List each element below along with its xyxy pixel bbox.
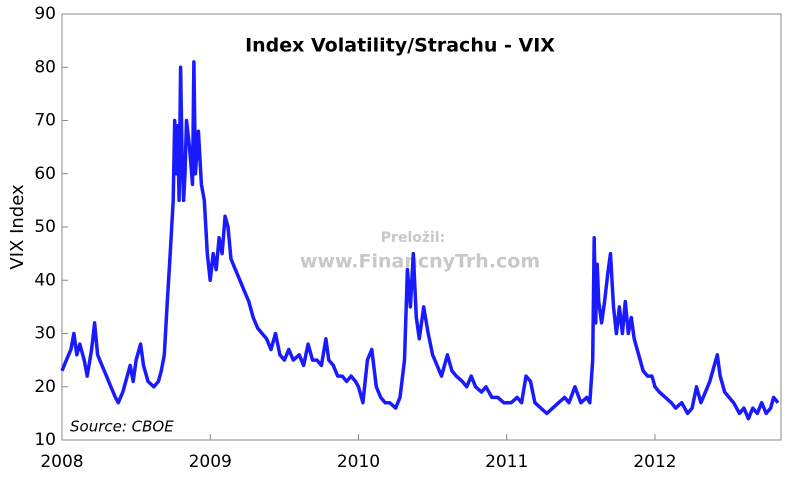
x-tick-label: 2008 <box>40 452 83 472</box>
y-tick-label: 60 <box>34 164 56 184</box>
y-tick-label: 90 <box>34 4 56 24</box>
source-note: Source: CBOE <box>70 418 174 436</box>
y-tick-label: 30 <box>34 324 56 344</box>
watermark: www.FinancnyTrh.com <box>300 251 540 273</box>
x-tick-label: 2010 <box>337 452 380 472</box>
x-tick-label: 2012 <box>633 452 676 472</box>
series-line <box>60 60 780 421</box>
y-tick-label: 80 <box>34 57 56 77</box>
y-tick-label: 70 <box>34 111 56 131</box>
y-tick-label: 20 <box>34 377 56 397</box>
y-axis-label: VIX Index <box>7 184 28 270</box>
y-tick-label: 40 <box>34 270 56 290</box>
watermark: Preložil: <box>381 230 445 246</box>
plot-frame <box>61 13 782 441</box>
chart-title: Index Volatility/Strachu - VIX <box>245 35 555 57</box>
x-tick-label: 2009 <box>189 452 232 472</box>
x-tick-label: 2011 <box>485 452 528 472</box>
y-tick-label: 50 <box>34 217 56 237</box>
y-tick-label: 10 <box>34 430 56 450</box>
